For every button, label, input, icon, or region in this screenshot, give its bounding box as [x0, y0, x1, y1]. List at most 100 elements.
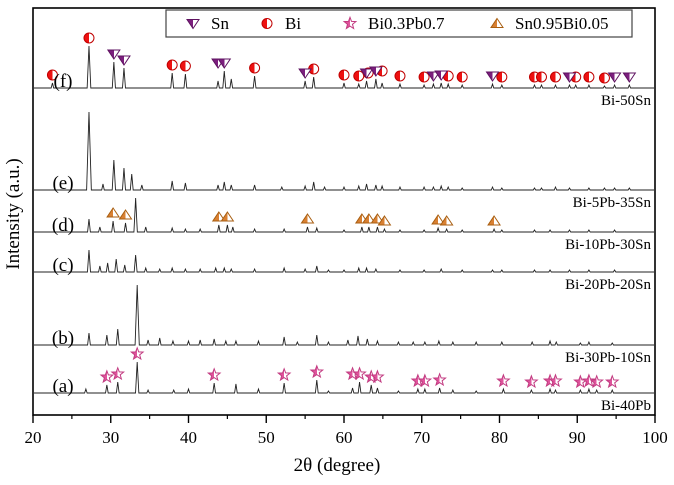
bipb-marker-icon	[206, 367, 222, 382]
bi-marker-icon	[598, 72, 610, 84]
bi-marker-icon	[549, 71, 561, 83]
bipb-marker-icon	[432, 372, 447, 387]
diffraction-curve	[34, 197, 654, 233]
bi-marker-icon	[179, 60, 191, 72]
legend-label-2: Bi0.3Pb0.7	[368, 14, 445, 33]
x-tick-label: 20	[25, 428, 42, 447]
bi-marker-icon	[46, 69, 58, 81]
trace-letter-c: (c)	[52, 255, 73, 276]
bipb-marker-icon	[110, 366, 126, 381]
sn-marker-icon	[607, 72, 622, 83]
xrd-trace-e: (e) Bi-5Pb-35Sn	[34, 111, 654, 211]
bi-marker-icon	[496, 71, 508, 83]
bipb-marker-icon	[548, 373, 563, 388]
bipb-marker-icon	[370, 369, 385, 384]
snbi-marker-icon	[487, 215, 501, 226]
sample-label-b: Bi-30Pb-10Sn	[565, 350, 651, 366]
bipb-marker-icon	[342, 15, 358, 30]
trace-letter-e: (e)	[52, 173, 73, 194]
sn-marker-icon	[368, 66, 383, 77]
bi-marker-icon	[338, 69, 350, 81]
sample-label-a: Bi-40Pb	[601, 398, 651, 414]
bi-marker-icon	[249, 62, 261, 74]
bi-marker-icon	[418, 71, 430, 83]
xrd-trace-f: (f) Bi-50Sn	[34, 32, 654, 109]
bi-marker-icon	[456, 71, 468, 83]
xrd-trace-b: (b) Bi-30Pb-10Sn	[34, 284, 654, 366]
x-axis-title: 2θ (degree)	[293, 455, 381, 476]
snbi-marker-icon	[106, 207, 121, 218]
snbi-marker-icon	[370, 213, 385, 224]
diffraction-curve	[34, 249, 654, 273]
sn-marker-icon	[186, 19, 200, 30]
snbi-marker-icon	[361, 213, 376, 224]
bi-marker-icon	[394, 70, 406, 82]
snbi-marker-icon	[220, 211, 235, 222]
trace-letter-b: (b)	[52, 328, 74, 349]
x-tick-label: 40	[180, 428, 197, 447]
sample-label-c: Bi-20Pb-20Sn	[565, 277, 651, 293]
sn-marker-icon	[622, 72, 637, 83]
sn-marker-icon	[485, 71, 500, 82]
bi-marker-icon	[535, 71, 547, 83]
bipb-marker-icon	[524, 374, 539, 389]
xrd-trace-d: (d) Bi-10Pb-30Sn	[34, 197, 654, 253]
sn-marker-icon	[117, 55, 131, 66]
bipb-marker-icon	[129, 346, 145, 361]
snbi-marker-icon	[490, 17, 504, 28]
bi-marker-icon	[83, 32, 95, 44]
x-tick-label: 80	[491, 428, 508, 447]
diffraction-curve	[34, 45, 654, 89]
bi-marker-icon	[583, 71, 595, 83]
legend-label-3: Sn0.95Bi0.05	[515, 14, 609, 33]
sn-marker-icon	[298, 68, 313, 79]
bi-marker-icon	[261, 18, 273, 29]
bipb-marker-icon	[496, 373, 511, 388]
bipb-marker-icon	[99, 369, 115, 384]
diffraction-curve	[34, 284, 654, 346]
legend-frame	[165, 9, 633, 38]
legend-label-1: Bi	[285, 14, 301, 33]
snbi-marker-icon	[300, 213, 315, 224]
bipb-marker-icon	[352, 366, 367, 381]
sn-marker-icon	[359, 68, 374, 79]
xrd-trace-c: (c) Bi-20Pb-20Sn	[34, 249, 654, 293]
legend-label-0: Sn	[211, 14, 229, 33]
bipb-marker-icon	[604, 374, 620, 389]
sample-label-e: Bi-5Pb-35Sn	[573, 195, 652, 211]
x-tick-label: 30	[102, 428, 119, 447]
xrd-trace-a: (a) Bi-40Pb	[34, 346, 654, 414]
bipb-marker-icon	[417, 373, 433, 388]
sn-marker-icon	[434, 70, 449, 81]
sample-label-f: Bi-50Sn	[601, 93, 652, 109]
bi-marker-icon	[353, 70, 365, 82]
trace-letter-f: (f)	[54, 71, 73, 92]
bipb-marker-icon	[581, 373, 597, 388]
sample-label-d: Bi-10Pb-30Sn	[565, 237, 651, 253]
x-tick-label: 100	[642, 428, 668, 447]
x-tick-label: 90	[569, 428, 586, 447]
x-tick-label: 60	[336, 428, 353, 447]
y-axis-title: Intensity (a.u.)	[3, 158, 24, 270]
snbi-marker-icon	[118, 209, 133, 220]
trace-letter-d: (d)	[52, 215, 74, 236]
bipb-marker-icon	[573, 374, 588, 389]
bipb-marker-icon	[309, 364, 325, 379]
bi-marker-icon	[166, 59, 178, 71]
sn-marker-icon	[106, 49, 121, 60]
snbi-marker-icon	[377, 215, 392, 226]
sn-marker-icon	[562, 72, 577, 83]
diffraction-curve	[34, 111, 654, 191]
sn-marker-icon	[217, 58, 232, 69]
diffraction-curve	[34, 361, 654, 394]
snbi-marker-icon	[431, 214, 446, 225]
x-tick-label: 70	[413, 428, 430, 447]
legend: Sn Bi Bi0.3Pb0.7 Sn0.95Bi0.05	[165, 9, 633, 38]
bipb-marker-icon	[276, 367, 292, 382]
x-tick-label: 50	[258, 428, 275, 447]
snbi-marker-icon	[439, 215, 454, 226]
bipb-marker-icon	[589, 374, 604, 389]
sn-marker-icon	[426, 71, 441, 82]
